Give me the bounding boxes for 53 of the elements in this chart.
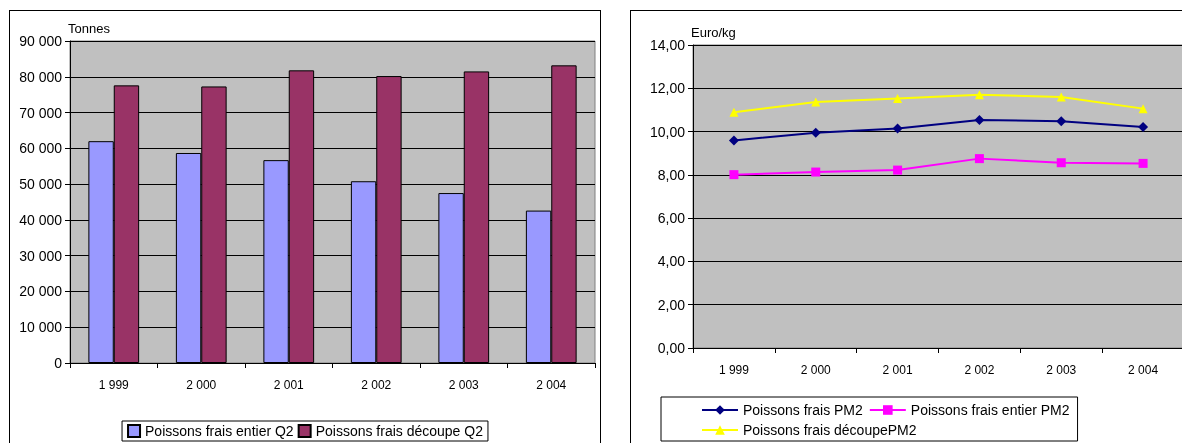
y-tick-label: 40 000 (19, 211, 63, 228)
point (974, 115, 985, 126)
x-tick-label: 2 002 (361, 378, 392, 392)
y-tick-label: 30 000 (19, 247, 63, 264)
y-tick-label: 12,00 (649, 80, 686, 97)
point (1056, 158, 1066, 168)
y-tick-label: 6,00 (657, 210, 686, 227)
point (728, 135, 739, 146)
y-tick-label: 90 000 (19, 33, 63, 49)
y-tick-label: 20 000 (19, 283, 63, 300)
y-tick-label: 60 000 (19, 140, 63, 157)
x-tick-label: 2 004 (1128, 363, 1159, 377)
y-tick-label: 10,00 (649, 123, 686, 140)
point (974, 154, 984, 164)
y-tick-label: 10 000 (19, 319, 63, 336)
y-tick-label: 0 (54, 355, 63, 371)
x-tick-label: 2 000 (186, 378, 217, 392)
y-tick-label: 0,00 (657, 340, 686, 356)
point (1138, 158, 1148, 168)
legend-label: Poissons frais entier PM2 (910, 402, 1070, 418)
x-tick-label: 2 003 (448, 378, 480, 392)
x-tick-label: 1 999 (718, 363, 750, 377)
point (729, 107, 739, 117)
y-tick-label: 2,00 (657, 296, 686, 313)
point (1138, 104, 1148, 114)
x-tick-label: 2 001 (882, 363, 913, 377)
x-tick-label: 2 002 (964, 363, 995, 377)
legend-label: Poissons frais entier Q2 (145, 423, 294, 439)
point (974, 90, 984, 100)
y-axis-title: Euro/kg (691, 25, 736, 40)
x-tick-label: 2 001 (273, 378, 305, 392)
y-tick-label: 50 000 (19, 176, 63, 193)
point (893, 93, 903, 103)
legend-label: Poissons frais PM2 (743, 402, 864, 418)
x-tick-label: 2 000 (800, 363, 832, 377)
x-tick-label: 2 003 (1046, 363, 1077, 377)
point (893, 165, 903, 175)
point (729, 170, 739, 180)
y-tick-label: 4,00 (657, 253, 686, 270)
legend-label: Poissons frais découpe Q2 (315, 423, 484, 439)
y-tick-label: 80 000 (19, 68, 63, 85)
y-tick-label: 8,00 (657, 166, 686, 183)
point (811, 167, 821, 177)
point (892, 123, 903, 134)
x-tick-label: 2 004 (536, 378, 567, 392)
y-tick-label: 70 000 (19, 104, 63, 121)
y-axis-title: Tonnes (68, 21, 111, 36)
legend-label: Poissons frais découpePM2 (743, 422, 917, 438)
point (1056, 116, 1067, 127)
x-tick-label: 1 999 (98, 378, 130, 392)
point (1138, 122, 1149, 133)
y-tick-label: 14,00 (649, 37, 686, 53)
point (810, 127, 821, 138)
